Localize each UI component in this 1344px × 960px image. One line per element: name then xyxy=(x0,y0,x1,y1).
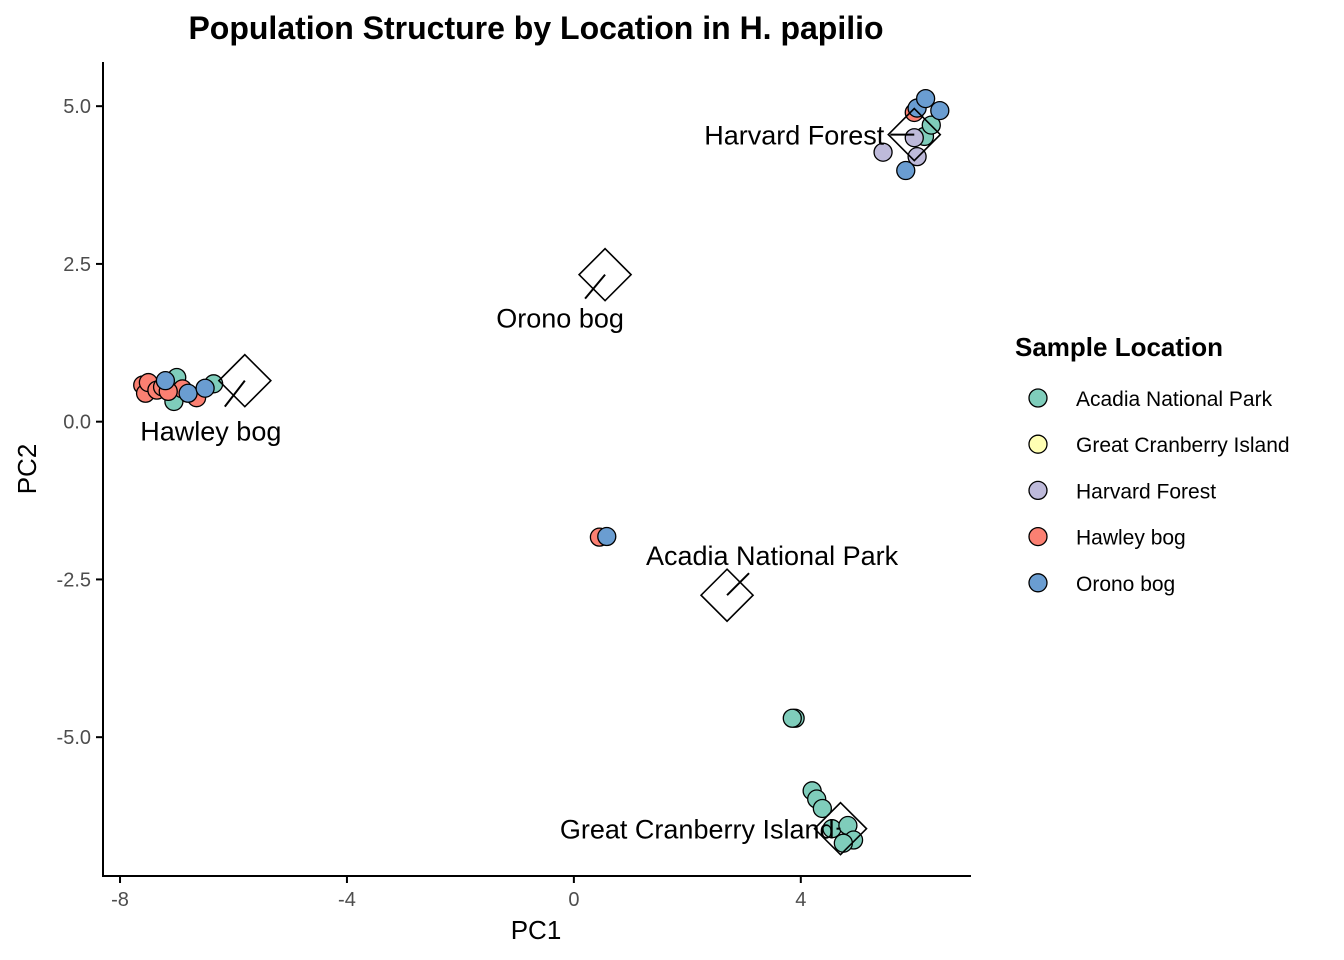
x-axis-title: PC1 xyxy=(511,915,562,945)
centroid-label: Great Cranberry Island xyxy=(560,815,835,845)
data-point xyxy=(155,371,176,391)
legend-label: Orono bog xyxy=(1076,573,1175,596)
y-tick-label: 5.0 xyxy=(63,96,91,118)
axes xyxy=(102,62,971,877)
centroid-leader-line xyxy=(584,274,606,300)
x-tick-label: -8 xyxy=(111,889,129,911)
centroid-diamond xyxy=(887,107,942,162)
legend-title: Sample Location xyxy=(1015,332,1223,362)
legend-key xyxy=(1028,480,1048,501)
legend-label: Hawley bog xyxy=(1076,527,1186,550)
legend-key xyxy=(1028,388,1048,408)
centroid-label: Orono bog xyxy=(496,304,624,334)
x-tick-label: 0 xyxy=(568,889,579,911)
x-tick-label: -4 xyxy=(338,889,356,911)
legend: Sample Location Acadia National Park Grea… xyxy=(1015,332,1290,596)
data-point xyxy=(896,160,916,181)
legend-key xyxy=(1028,526,1048,547)
x-axis-ticks: -8 -4 0 4 xyxy=(111,876,806,911)
legend-label: Great Cranberry Island xyxy=(1076,434,1290,457)
centroid-leader-line xyxy=(726,572,750,596)
data-points xyxy=(133,88,950,853)
legend-items: Acadia National Park Great Cranberry Isla… xyxy=(1028,388,1290,596)
data-point xyxy=(178,383,198,403)
legend-label: Harvard Forest xyxy=(1076,480,1216,503)
data-point xyxy=(597,526,617,547)
centroid-label: Harvard Forest xyxy=(704,121,885,151)
data-point xyxy=(930,100,950,121)
x-tick-label: 4 xyxy=(795,889,806,911)
y-tick-label: 2.5 xyxy=(63,254,91,276)
legend-label: Acadia National Park xyxy=(1076,388,1273,411)
y-tick-label: -5.0 xyxy=(57,727,91,749)
centroid-diamond xyxy=(699,568,755,623)
centroid-diamond xyxy=(577,247,633,302)
legend-key xyxy=(1028,573,1048,593)
data-point xyxy=(812,798,833,819)
centroid-diamond xyxy=(813,801,868,856)
data-point xyxy=(915,88,936,109)
chart-title: Population Structure by Location in H. p… xyxy=(188,10,883,46)
y-axis-title: PC2 xyxy=(12,444,42,495)
centroid-diamond xyxy=(217,353,272,408)
data-point xyxy=(195,378,215,398)
data-point xyxy=(782,708,802,728)
centroid-leader-line xyxy=(224,380,246,408)
data-point xyxy=(904,128,924,148)
legend-key xyxy=(1028,434,1048,454)
centroid-markers: Harvard Forest Orono bog Hawley bog Acadia … xyxy=(140,107,942,856)
y-tick-label: 0.0 xyxy=(63,412,91,434)
data-point xyxy=(873,142,893,162)
data-point xyxy=(833,833,854,853)
y-axis-ticks: 5.0 2.5 0.0 -2.5 -5.0 xyxy=(57,96,103,749)
centroid-label: Acadia National Park xyxy=(646,541,899,571)
centroid-label: Hawley bog xyxy=(140,417,281,447)
y-tick-label: -2.5 xyxy=(57,569,91,591)
